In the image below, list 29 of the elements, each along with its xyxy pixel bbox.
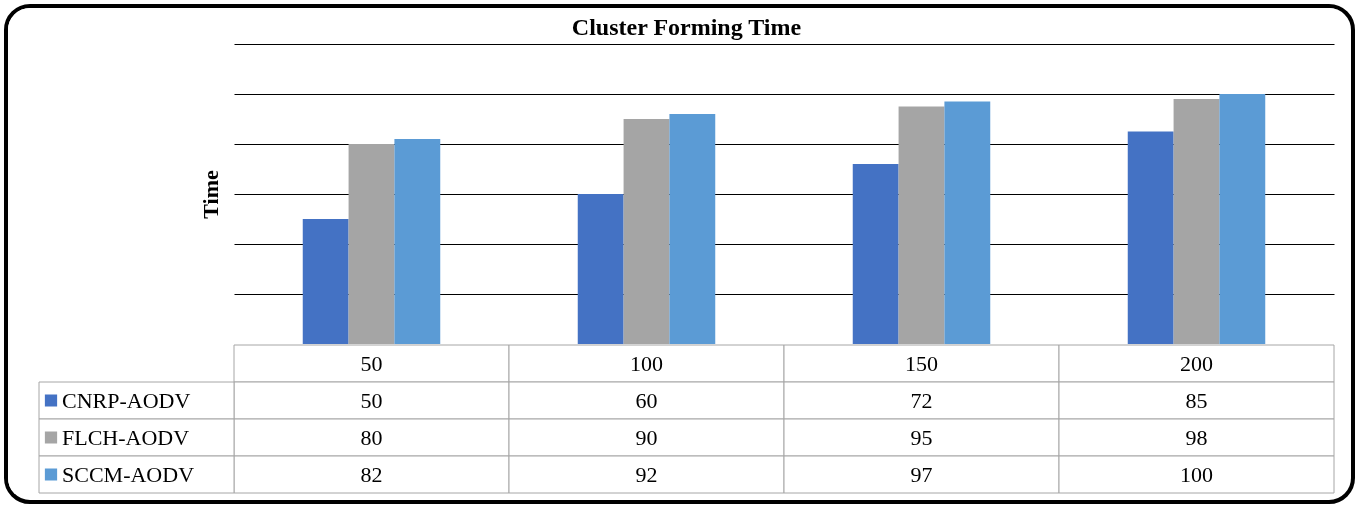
data-label: 98: [1185, 424, 1208, 450]
data-label: 95: [910, 424, 933, 450]
bar: [852, 164, 899, 344]
x-tick-label: 200: [1180, 350, 1213, 376]
data-label: 82: [360, 461, 383, 487]
x-tick-label: 100: [630, 350, 663, 376]
bar: [1219, 94, 1266, 344]
bar: [669, 114, 716, 344]
y-axis-title: Time: [197, 170, 223, 219]
data-label: 90: [635, 424, 658, 450]
chart-title: Cluster Forming Time: [571, 14, 802, 40]
data-label: 80: [360, 424, 383, 450]
bar: [302, 219, 349, 344]
data-label: 60: [635, 387, 658, 413]
bar: [394, 139, 441, 344]
data-label: 92: [635, 461, 658, 487]
data-label: 50: [360, 387, 383, 413]
legend-label: FLCH-AODV: [62, 424, 190, 450]
data-label: 100: [1180, 461, 1213, 487]
bar: [1127, 131, 1174, 344]
x-tick-label: 50: [360, 350, 383, 376]
data-label: 72: [910, 387, 933, 413]
bar: [577, 194, 624, 344]
data-label: 85: [1185, 387, 1208, 413]
legend-label: CNRP-AODV: [62, 387, 191, 413]
bar: [944, 101, 991, 344]
legend-label: SCCM-AODV: [62, 461, 195, 487]
data-label: 97: [910, 461, 933, 487]
x-tick-label: 150: [905, 350, 938, 376]
